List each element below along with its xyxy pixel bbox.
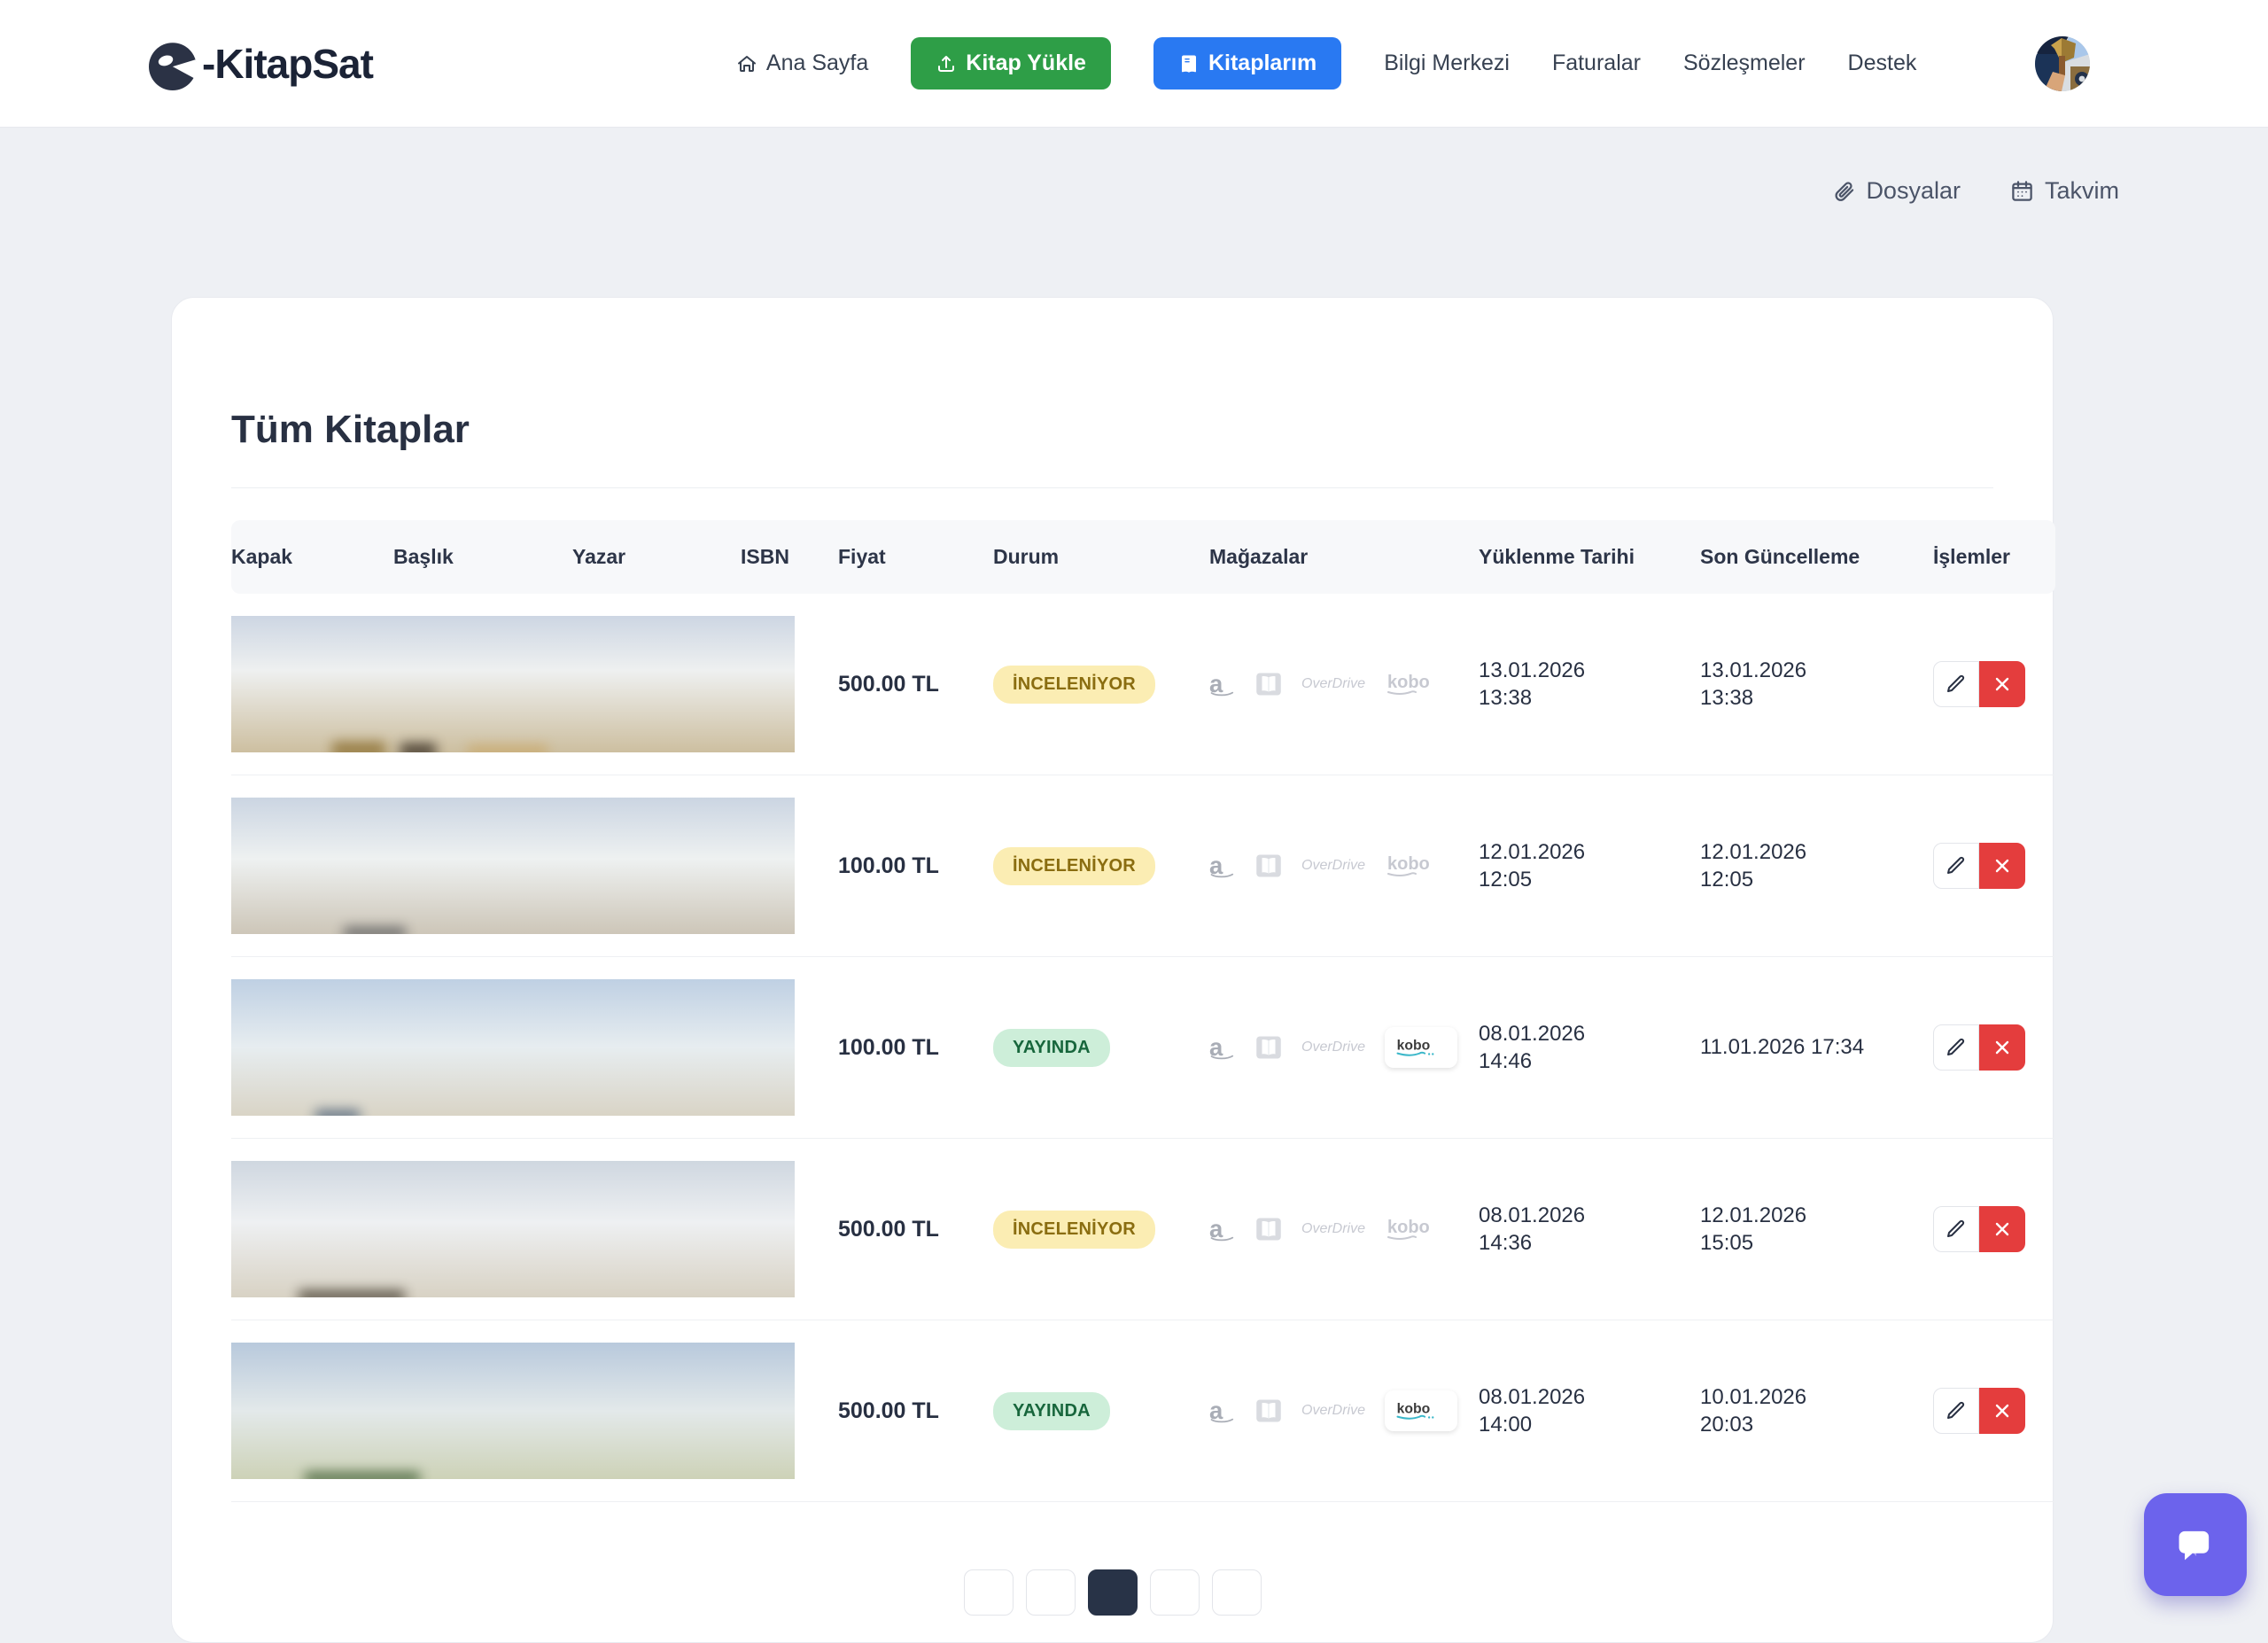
svg-text:kobo: kobo bbox=[1397, 1038, 1431, 1053]
svg-text:kobo: kobo bbox=[1397, 1401, 1431, 1416]
svg-text:kobo: kobo bbox=[1387, 673, 1430, 692]
svg-text:kobo: kobo bbox=[1387, 854, 1430, 874]
svg-text:kobo: kobo bbox=[1387, 1218, 1430, 1237]
